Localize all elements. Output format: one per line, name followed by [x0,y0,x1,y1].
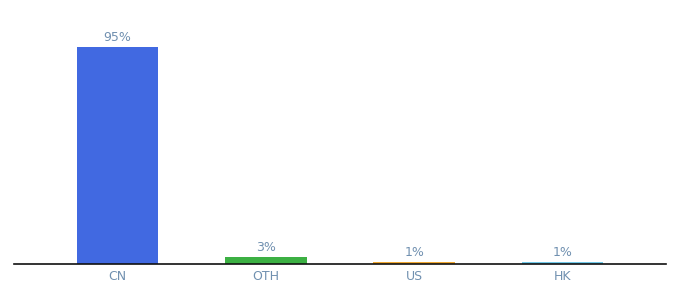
Text: 95%: 95% [103,31,131,44]
Bar [373,262,455,264]
Text: 1%: 1% [404,246,424,259]
Bar [77,47,158,264]
Bar [225,257,307,264]
Text: 1%: 1% [553,246,573,259]
Text: 3%: 3% [256,242,276,254]
Bar [522,262,603,264]
